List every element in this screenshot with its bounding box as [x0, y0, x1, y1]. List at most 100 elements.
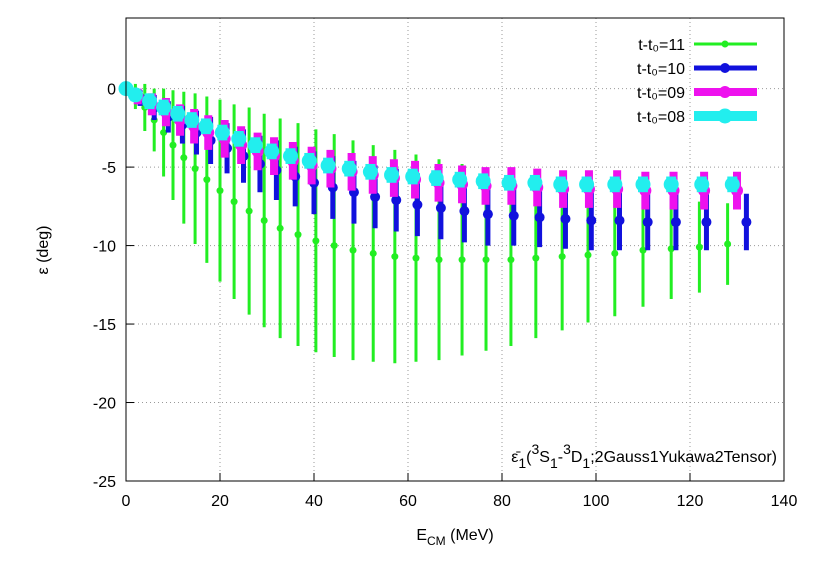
point	[435, 256, 443, 264]
point	[584, 251, 592, 259]
point	[553, 176, 569, 192]
point	[724, 176, 740, 192]
point	[349, 246, 357, 254]
point	[614, 215, 625, 226]
point	[214, 125, 230, 141]
point	[501, 175, 517, 191]
annotation-part: (	[526, 449, 532, 466]
point	[180, 154, 188, 162]
point	[384, 167, 400, 183]
point	[458, 256, 466, 264]
point	[508, 210, 519, 221]
point	[639, 246, 647, 254]
annotation-part: 3	[563, 441, 571, 457]
point	[127, 87, 143, 103]
point	[701, 217, 712, 228]
point	[435, 202, 446, 213]
point	[160, 129, 168, 137]
x-tick-label: 140	[771, 493, 798, 510]
point	[276, 224, 284, 232]
point	[475, 173, 491, 189]
point	[412, 254, 420, 262]
point	[741, 217, 752, 228]
annotation-part: 1	[550, 455, 558, 471]
point	[320, 158, 336, 174]
x-label-rest: (MeV)	[446, 527, 494, 544]
point	[191, 165, 199, 173]
legend-label: t-t₀=11	[638, 37, 685, 54]
point	[534, 212, 545, 223]
point	[203, 176, 211, 184]
y-tick-label: -15	[93, 317, 116, 334]
point	[642, 217, 653, 228]
point	[670, 217, 681, 228]
plot-frame	[125, 17, 785, 482]
y-tick-label: -5	[102, 160, 116, 177]
point	[428, 170, 444, 186]
point	[527, 175, 543, 191]
point	[283, 148, 298, 164]
point	[369, 249, 377, 257]
point	[607, 176, 623, 192]
x-tick-label: 40	[305, 493, 323, 510]
legend-marker	[721, 40, 729, 48]
point	[312, 237, 320, 245]
point	[247, 137, 263, 153]
legend-marker	[717, 108, 733, 124]
point	[459, 206, 470, 217]
x-axis-label: ECM (MeV)	[416, 527, 493, 548]
point	[230, 198, 238, 206]
y-tick-label: -25	[93, 474, 116, 491]
legend-marker	[720, 63, 730, 73]
point	[301, 153, 317, 169]
point	[156, 99, 172, 115]
x-tick-label: 100	[583, 493, 610, 510]
point	[231, 131, 247, 147]
point	[558, 253, 566, 261]
y-tick-label: 0	[107, 82, 116, 99]
point	[391, 195, 402, 206]
point	[216, 187, 224, 195]
annotation-part: 1	[518, 455, 526, 471]
point	[184, 112, 200, 128]
point	[452, 172, 468, 188]
point	[362, 164, 378, 180]
point	[264, 143, 280, 159]
x-tick-label: 0	[122, 493, 131, 510]
legend-label: t-t₀=10	[637, 61, 685, 78]
point	[663, 176, 679, 192]
point	[532, 254, 540, 262]
point	[370, 191, 381, 202]
point	[482, 256, 490, 264]
annotation-part: D	[571, 449, 583, 466]
point	[412, 199, 423, 210]
point	[391, 253, 399, 261]
point	[330, 242, 338, 250]
point	[586, 215, 597, 226]
point	[482, 209, 493, 220]
annotation: ε̄1(3S1-3D1;2Gauss1Yukawa2Tensor)	[511, 441, 777, 471]
point	[294, 231, 302, 239]
legend-label: t-t₀=08	[637, 109, 685, 126]
point	[694, 176, 710, 192]
annotation-part: 3	[531, 441, 539, 457]
annotation-part: ε̄	[511, 449, 521, 466]
y-tick-label: -10	[93, 239, 116, 256]
y-tick-label: -20	[93, 396, 116, 413]
point	[579, 176, 595, 192]
point	[667, 245, 675, 253]
x-tick-label: 20	[211, 493, 229, 510]
x-tick-label: 80	[493, 493, 511, 510]
legend-label: t-t₀=09	[637, 85, 685, 102]
annotation-part: 1	[582, 455, 590, 471]
point	[245, 207, 253, 215]
point	[170, 106, 186, 122]
legend-marker	[719, 86, 731, 98]
point	[405, 169, 421, 185]
point	[169, 141, 177, 149]
point	[341, 161, 357, 177]
point	[695, 243, 703, 251]
x-label-main: E	[416, 527, 427, 544]
point	[560, 213, 571, 224]
